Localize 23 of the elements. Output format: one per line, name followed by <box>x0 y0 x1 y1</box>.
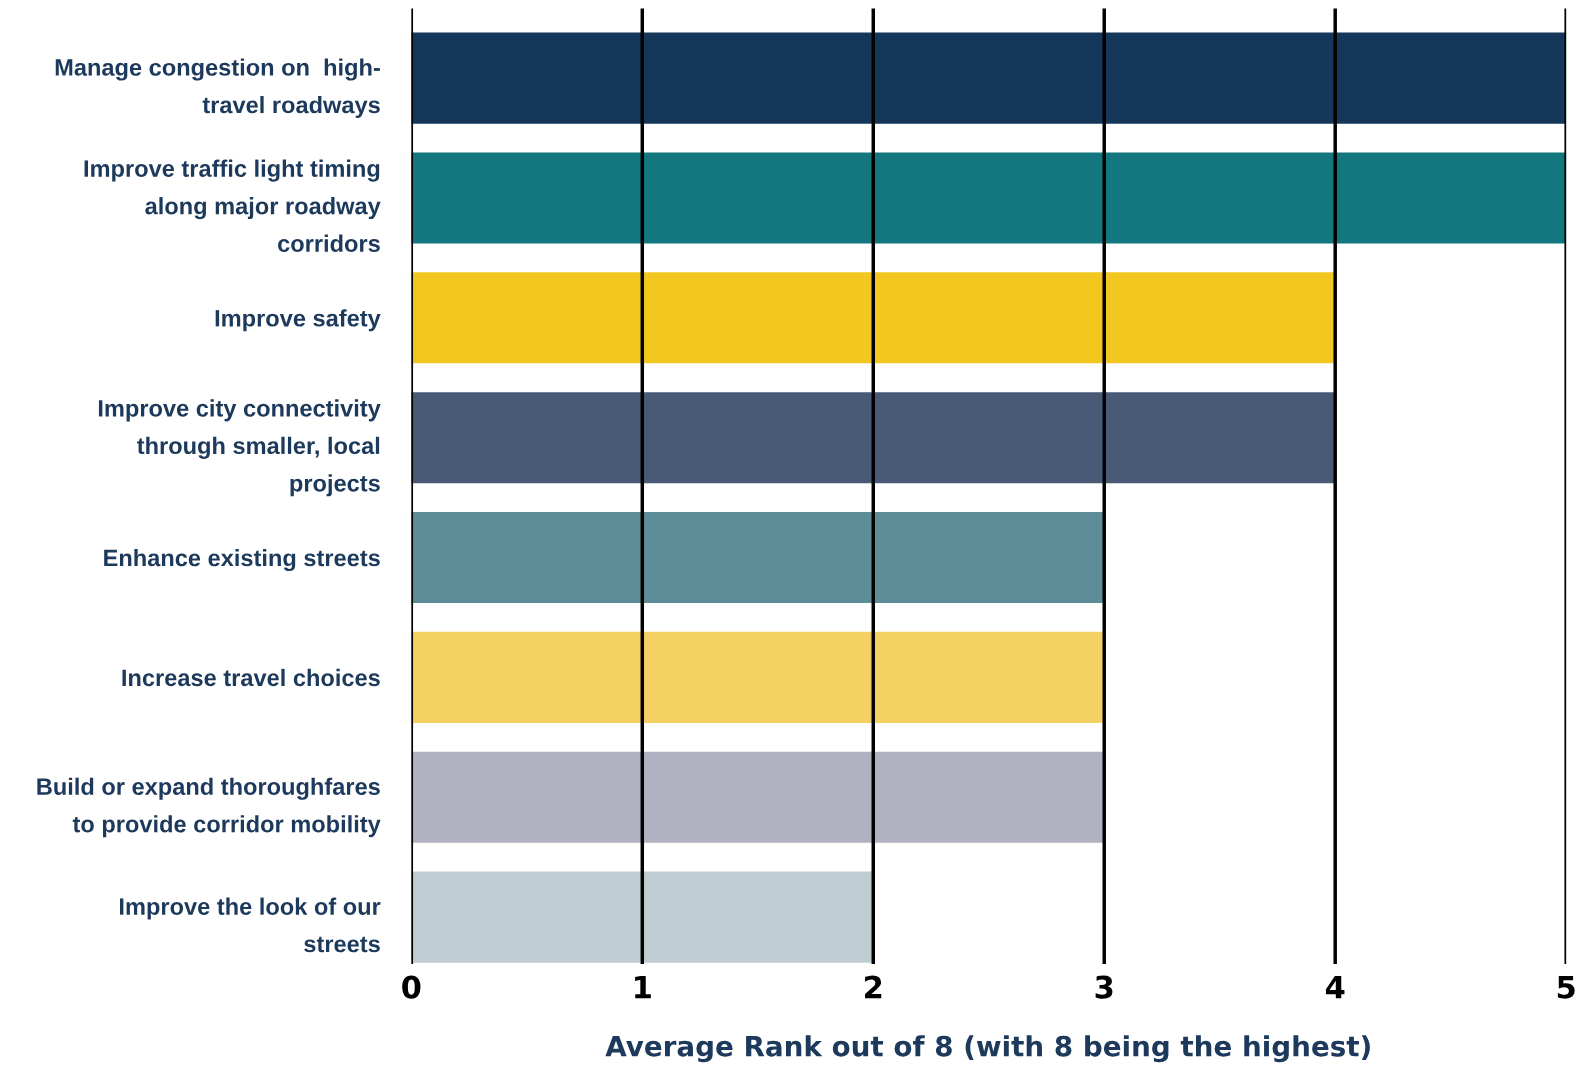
bar <box>411 152 1567 244</box>
x-tick-label: 4 <box>1325 975 1345 999</box>
x-tick-label: 2 <box>865 975 882 999</box>
y-tick-label: Build or expand thoroughfares to provide corridor mobility <box>37 777 381 838</box>
y-tick-label: Improve the look of our streets <box>120 897 381 953</box>
y-tick-label: Improve traffic light timing along major roadway corridors <box>84 159 381 252</box>
bar <box>411 32 1567 124</box>
x-tick-label: 5 <box>1557 975 1575 999</box>
bar <box>411 272 1336 364</box>
bar <box>411 631 1105 723</box>
bar <box>411 751 1105 843</box>
bar <box>411 512 1105 604</box>
bar <box>411 392 1336 484</box>
x-tick-label: 0 <box>402 975 421 999</box>
x-axis-title: Average Rank out of 8 (with 8 being the highest) <box>605 1035 1370 1063</box>
y-tick-label: Manage congestion on high- travel roadways <box>55 58 380 118</box>
y-tick-label: Increase travel choices <box>122 668 380 687</box>
y-tick-label: Enhance existing streets <box>104 549 380 572</box>
bar <box>411 871 874 963</box>
y-tick-label: Improve city connectivity through smaller, local projects <box>98 399 381 497</box>
x-tick-label: 3 <box>1095 975 1113 999</box>
y-tick-label: Improve safety <box>215 309 381 332</box>
x-tick-label: 1 <box>635 975 651 999</box>
